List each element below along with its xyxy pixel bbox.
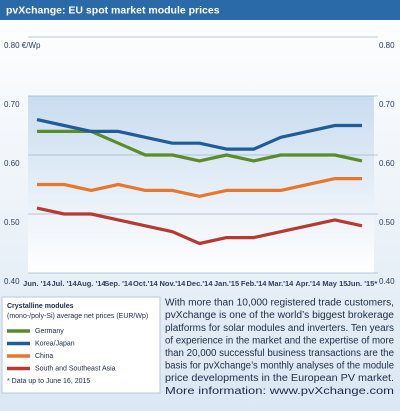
x-tick-label: Mar.'14: [268, 279, 294, 288]
x-tick-label: Aug. '14: [77, 279, 107, 288]
x-tick-label: Oct.'14: [133, 279, 159, 288]
x-tick-label: May 15: [322, 279, 347, 288]
series-line: [37, 177, 362, 198]
legend-label: Korea/Japan: [35, 340, 75, 347]
description-line: than 20,000 successful business transact…: [165, 348, 394, 359]
x-tick-label: Sep. '14: [104, 279, 133, 288]
footnote: * Data up to June 16, 2015: [7, 378, 90, 385]
y2-tick-label: 0.40: [379, 277, 395, 286]
y-tick-label: 0.40: [4, 277, 20, 286]
legend-label: South and Southeast Asia: [35, 365, 116, 372]
chart-title: pvXchange: EU spot market module prices: [6, 4, 220, 16]
series-line: [36, 206, 363, 246]
y-tick-label: 0.80 €/Wp: [4, 41, 41, 50]
y2-tick-label: 0.50: [379, 218, 395, 227]
legend-label: China: [35, 353, 53, 360]
description-line: With more than 10,000 registered trade c…: [165, 298, 394, 309]
description-line: platforms for solar modules and inverter…: [165, 323, 394, 334]
title-bar: [0, 0, 400, 20]
y-tick-label: 0.60: [4, 159, 20, 168]
x-tick-label: Jun. '14: [23, 279, 51, 288]
x-tick-label: Dec.'14: [187, 279, 214, 288]
description-line: basis for pvXchange’s monthly analyses o…: [165, 361, 394, 372]
x-tick-label: Jun. '15*: [347, 279, 378, 288]
description-line: price developments in the European PV ma…: [165, 373, 394, 384]
y-tick-label: 0.70: [4, 100, 20, 109]
legend-label: Germany: [35, 328, 64, 335]
legend-title: Crystalline modules: [7, 303, 74, 310]
y2-tick-label: 0.60: [379, 159, 395, 168]
x-tick-label: Apr.'14: [295, 279, 321, 288]
description-line: of experience in the market and the expe…: [165, 335, 394, 346]
description-line: pvXchange is one of the world’s biggest …: [165, 310, 394, 321]
description-line: More information: www.pvXchange.com: [165, 386, 394, 397]
x-tick-label: Jul. '14: [52, 279, 78, 288]
plot-background: [28, 96, 374, 273]
series-line: [36, 118, 362, 151]
x-tick-label: Feb.'14: [241, 279, 267, 288]
y2-tick-label: 0.70: [379, 100, 395, 109]
x-tick-label: Jan.'15: [214, 279, 239, 288]
legend-subtitle: (mono-/poly-Si) average net prices (EUR/…: [7, 313, 148, 320]
y-tick-label: 0.50: [4, 218, 20, 227]
x-tick-label: Nov.'14: [160, 279, 187, 288]
y2-tick-label: 0.80: [379, 41, 395, 50]
